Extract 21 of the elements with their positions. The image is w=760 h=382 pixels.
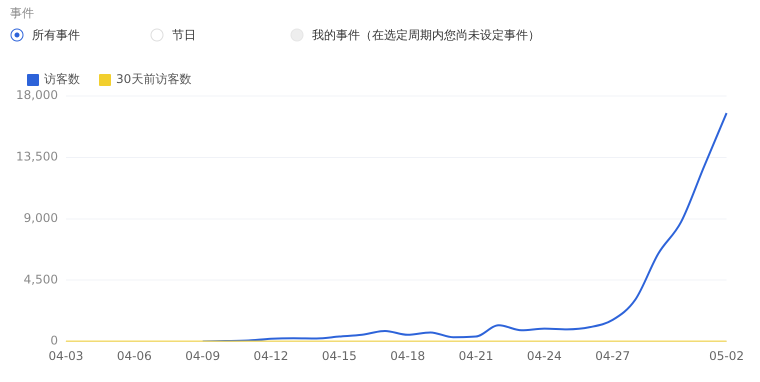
text: 节日 bbox=[172, 26, 196, 44]
text: 所有事件 bbox=[32, 26, 80, 44]
legend-label: 30天前访客数 bbox=[116, 72, 192, 86]
x-tick-label: 04-24 bbox=[526, 348, 562, 363]
text: 事件 bbox=[10, 5, 35, 22]
y-tick-label: 9,000 bbox=[24, 210, 58, 225]
y-tick-label: 13,500 bbox=[16, 150, 58, 164]
y-tick-label: 0 bbox=[50, 334, 58, 348]
x-tick-label: 04-18 bbox=[390, 348, 426, 363]
text: 我的事件（在选定周期内您尚未设定事件） bbox=[312, 26, 540, 44]
x-tick-label: 04-12 bbox=[254, 348, 288, 363]
x-tick-label: 04-06 bbox=[116, 348, 152, 363]
x-tick-label: 04-21 bbox=[458, 348, 494, 363]
legend-label: 访客数 bbox=[44, 72, 80, 86]
y-tick-label: 18,000 bbox=[16, 88, 58, 102]
x-tick-label: 04-03 bbox=[48, 348, 84, 363]
x-tick-label: 05-02 bbox=[709, 348, 744, 363]
x-tick-label: 04-27 bbox=[595, 348, 630, 363]
x-tick-label: 04-15 bbox=[322, 348, 357, 363]
x-tick-label: 04-09 bbox=[185, 348, 220, 363]
y-tick-label: 4,500 bbox=[24, 272, 58, 286]
